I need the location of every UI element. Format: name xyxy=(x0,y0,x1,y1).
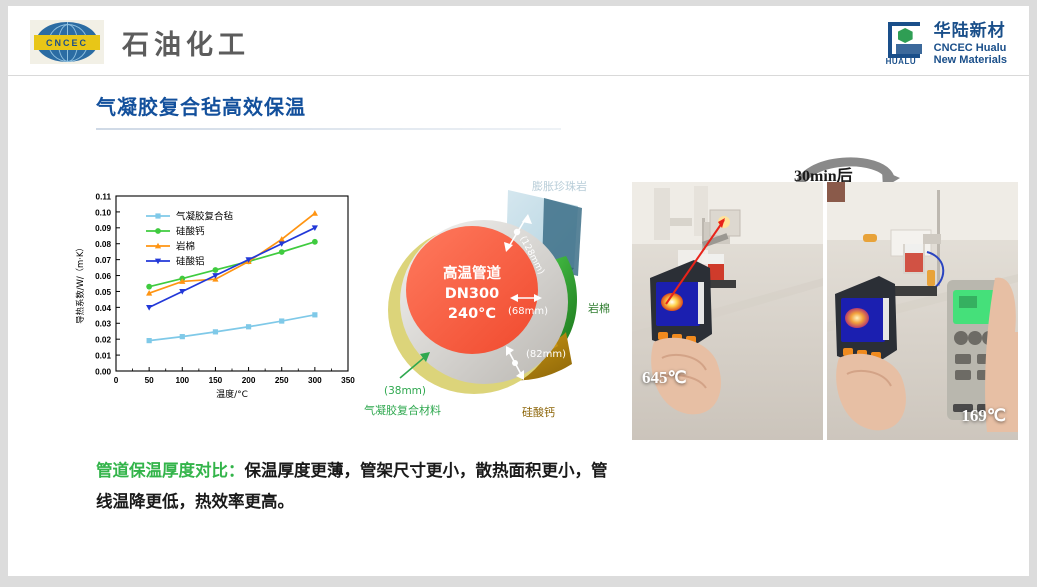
svg-text:0.06: 0.06 xyxy=(95,272,111,281)
chart-svg: 0.00 0.01 0.02 0.03 0.04 0.05 0.06 0.07 0.08 0.09… xyxy=(75,192,355,400)
svg-text:0.00: 0.00 xyxy=(95,367,111,376)
title-underline xyxy=(96,128,561,130)
svg-text:膨胀珍珠岩: 膨胀珍珠岩 xyxy=(532,179,587,193)
brand-header-right: HUALU 华陆新材 CNCEC Hualu New Materials xyxy=(886,21,1007,67)
svg-text:气凝胶复合毡: 气凝胶复合毡 xyxy=(176,211,234,223)
page-title: 气凝胶复合毡高效保温 xyxy=(96,95,306,119)
svg-text:0.01: 0.01 xyxy=(95,351,111,360)
svg-text:气凝胶复合材料: 气凝胶复合材料 xyxy=(364,403,441,417)
svg-text:0.10: 0.10 xyxy=(95,208,111,217)
svg-text:岩棉: 岩棉 xyxy=(176,241,195,253)
thermal-conductivity-chart: 0.00 0.01 0.02 0.03 0.04 0.05 0.06 0.07 0.08 0.09… xyxy=(70,186,360,421)
svg-text:0.08: 0.08 xyxy=(95,240,111,249)
svg-text:150: 150 xyxy=(209,376,223,385)
svg-text:240°C: 240°C xyxy=(448,306,496,322)
thermal-camera-photo-before: 645℃ xyxy=(632,182,823,440)
hualu-name-en2: New Materials xyxy=(933,54,1007,67)
pipe-insulation-diagram: 高温管道 DN300 240°C (128mm) 膨胀珍珠岩 (68mm) 岩棉 (82mm)… xyxy=(360,172,628,427)
svg-text:0: 0 xyxy=(114,376,119,385)
brand-header-left: CNCEC 石油化工 xyxy=(30,20,250,64)
svg-text:200: 200 xyxy=(242,376,256,385)
svg-text:DN300: DN300 xyxy=(445,286,499,302)
svg-text:硅酸钙: 硅酸钙 xyxy=(522,405,555,419)
svg-text:温度/°C: 温度/°C xyxy=(216,388,248,400)
cncec-logo: CNCEC xyxy=(30,20,104,64)
svg-text:0.07: 0.07 xyxy=(95,256,111,265)
svg-text:350: 350 xyxy=(341,376,355,385)
hualu-name-cn: 华陆新材 xyxy=(933,21,1006,41)
photo-pair: 645℃ xyxy=(632,182,1018,440)
transition-label: 30min后 xyxy=(794,168,853,185)
hualu-name-en1: CNCEC Hualu xyxy=(933,41,1007,54)
svg-text:250: 250 xyxy=(275,376,289,385)
svg-text:0.11: 0.11 xyxy=(96,192,112,201)
brand-name-cn: 石油化工 xyxy=(122,29,250,61)
temperature-label-after: 169℃ xyxy=(961,406,1006,425)
svg-text:硅酸钙: 硅酸钙 xyxy=(176,226,205,238)
svg-text:岩棉: 岩棉 xyxy=(588,301,610,315)
hualu-wordmark: HUALU xyxy=(885,57,917,66)
thermal-camera-photo-after: 169℃ xyxy=(827,182,1018,440)
temperature-label-before: 645℃ xyxy=(642,368,687,387)
hualu-mark-icon: HUALU xyxy=(886,22,928,66)
header-divider xyxy=(8,75,1029,76)
summary-body: 保温厚度更薄，管架尺寸更小，散热面积更小，管线温降更低，热效率更高。 xyxy=(96,461,608,511)
svg-text:50: 50 xyxy=(145,376,155,385)
slide-canvas: CNCEC 石油化工 HUALU 华陆新材 CNCEC Hualu New Ma… xyxy=(8,6,1029,576)
svg-text:高温管道: 高温管道 xyxy=(443,264,501,282)
svg-text:0.04: 0.04 xyxy=(95,304,111,313)
svg-text:(82mm): (82mm) xyxy=(526,349,566,360)
summary-text: 管道保温厚度对比：保温厚度更薄，管架尺寸更小，散热面积更小，管线温降更低，热效率… xyxy=(96,456,616,517)
svg-text:0.05: 0.05 xyxy=(95,288,111,297)
svg-text:0.02: 0.02 xyxy=(95,336,111,345)
svg-text:(38mm): (38mm) xyxy=(384,385,426,397)
transition-arrow: 30min后 xyxy=(786,148,906,195)
svg-text:0.03: 0.03 xyxy=(95,320,111,329)
svg-text:导热系数/W/（m·K）: 导热系数/W/（m·K） xyxy=(75,243,85,324)
summary-highlight: 管道保温厚度对比： xyxy=(96,461,245,480)
svg-text:300: 300 xyxy=(308,376,322,385)
cncec-wordmark: CNCEC xyxy=(34,35,100,50)
svg-text:硅酸铝: 硅酸铝 xyxy=(176,256,205,268)
svg-text:100: 100 xyxy=(175,376,189,385)
svg-text:0.09: 0.09 xyxy=(95,224,111,233)
svg-text:(68mm): (68mm) xyxy=(508,306,548,317)
